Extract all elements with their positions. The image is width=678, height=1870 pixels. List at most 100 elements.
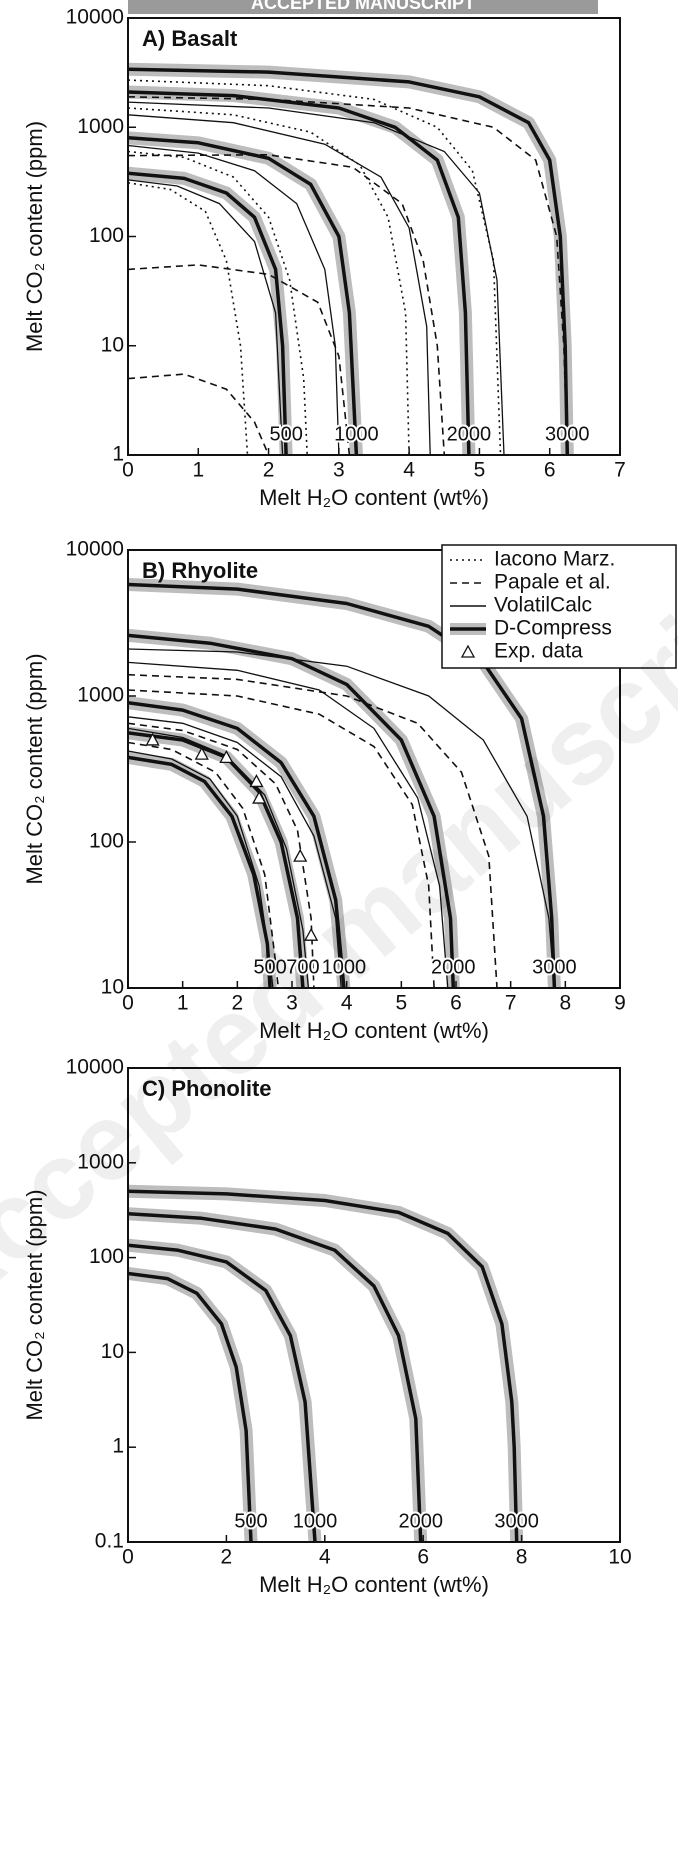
y-tick-label: 1000 [77,684,124,707]
isobar-label: 500 [269,423,302,445]
x-tick-label: 0 [122,1546,134,1569]
legend-label: VolatilCalc [494,594,592,617]
x-tick-label: 3 [286,992,298,1015]
legend-symbol [460,644,476,658]
dcompress-band [128,1238,322,1542]
isobar-label: 500 [234,1510,267,1532]
y-tick-label: 100 [89,1245,124,1268]
plot-frame [127,1067,621,1543]
y-tick-label: 0.1 [95,1530,124,1553]
dashed-line [128,673,498,988]
solid-line [128,144,340,455]
banner: ACCEPTED MANUSCRIPT [251,0,475,13]
legend-label: D-Compress [494,617,612,640]
dotted-line [128,182,249,455]
x-tick-label: 2 [231,992,243,1015]
dcompress-line [128,1243,317,1542]
chart-title: C) Phonolite [142,1076,272,1101]
legend-label: Papale et al. [494,571,611,594]
exp-point [145,732,160,746]
banner-bar [128,0,598,14]
x-tick-label: 0 [122,459,134,482]
x-tick-label: 6 [450,992,462,1015]
y-tick-label: 10 [101,333,124,356]
solid-line [128,716,342,988]
x-tick-label: 2 [263,459,275,482]
dcompress-band [128,166,293,455]
y-tick-label: 100 [89,224,124,247]
y-tick-label: 10 [101,1340,124,1363]
plot-frame [127,549,621,989]
x-tick-label: 1 [192,459,204,482]
dashed-line [128,264,351,455]
dcompress-line [128,1189,519,1542]
isobar-label: 1000 [293,1510,338,1532]
x-tick-label: 8 [559,992,571,1015]
dcompress-line [128,90,471,455]
y-tick-label: 10000 [66,6,124,29]
exp-point [293,848,308,862]
solid-line [128,727,310,988]
chart-title: B) Rhyolite [142,558,258,583]
solid-line [128,114,431,455]
dcompress-line [128,136,359,455]
exp-point [252,790,267,804]
isobar-label: 3000 [545,423,590,445]
solid-line [128,101,505,455]
x-tick-label: 0 [122,992,134,1015]
y-tick-label: 10000 [66,1056,124,1079]
solid-line [128,648,556,988]
x-tick-label: 5 [474,459,486,482]
isobar-label: 2000 [398,1510,443,1532]
exp-point [219,749,234,764]
x-tick-label: 5 [395,992,407,1015]
y-axis-label: Melt CO₂ content (ppm) [22,1189,47,1420]
exp-point [249,774,264,788]
x-tick-label: 4 [319,1546,331,1569]
dashed-line [128,373,270,455]
y-tick-label: 100 [89,830,124,853]
dcompress-line [128,700,346,988]
isobar-label: 2000 [431,956,476,978]
isobar-label: 1000 [334,423,379,445]
dcompress-line [128,171,288,455]
y-tick-label: 10 [101,976,124,999]
dashed-line [128,741,280,988]
x-axis-label: Melt H₂O content (wt%) [259,485,489,510]
dcompress-band [128,1267,258,1542]
plot-area [128,62,574,455]
plot-area [128,1184,524,1542]
x-tick-label: 1 [177,992,189,1015]
isobar-label: 3000 [532,956,577,978]
legend-label: Exp. data [494,640,583,663]
y-tick-label: 1000 [77,1150,124,1173]
solid-line [128,750,274,988]
isobar-label: 1000 [322,956,367,978]
dcompress-line [128,1212,423,1542]
dcompress-line [128,1271,253,1542]
x-tick-label: 3 [333,459,345,482]
isobar-label: 700 [286,956,319,978]
solid-line [128,661,449,988]
y-tick-label: 10000 [66,538,124,561]
x-tick-label: 7 [505,992,517,1015]
x-tick-label: 2 [221,1546,233,1569]
x-axis-label: Melt H₂O content (wt%) [259,1572,489,1597]
x-tick-label: 4 [403,459,415,482]
isobar-label: 3000 [494,1510,539,1532]
dashed-line [128,689,435,988]
chart-title: A) Basalt [142,26,238,51]
solid-line [128,179,284,455]
x-tick-label: 8 [516,1546,528,1569]
y-tick-label: 1 [112,443,124,466]
exp-point [194,746,209,760]
y-tick-label: 1000 [77,115,124,138]
exp-point [304,927,319,941]
dashed-line [128,153,446,455]
isobar-label: 500 [253,956,286,978]
legend-label: Iacono Marz. [494,548,615,571]
y-axis-label: Melt CO₂ content (ppm) [22,121,47,352]
dotted-line [128,150,308,455]
